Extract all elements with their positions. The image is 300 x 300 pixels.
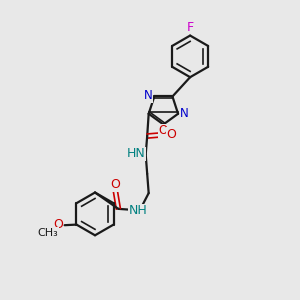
Text: CH₃: CH₃ xyxy=(38,228,58,238)
Text: O: O xyxy=(158,124,167,137)
Text: HN: HN xyxy=(127,147,146,161)
Text: F: F xyxy=(187,21,194,34)
Text: N: N xyxy=(143,89,152,102)
Text: O: O xyxy=(53,218,63,231)
Text: NH: NH xyxy=(129,205,148,218)
Text: N: N xyxy=(180,107,189,120)
Text: O: O xyxy=(110,178,120,191)
Text: O: O xyxy=(167,128,176,141)
